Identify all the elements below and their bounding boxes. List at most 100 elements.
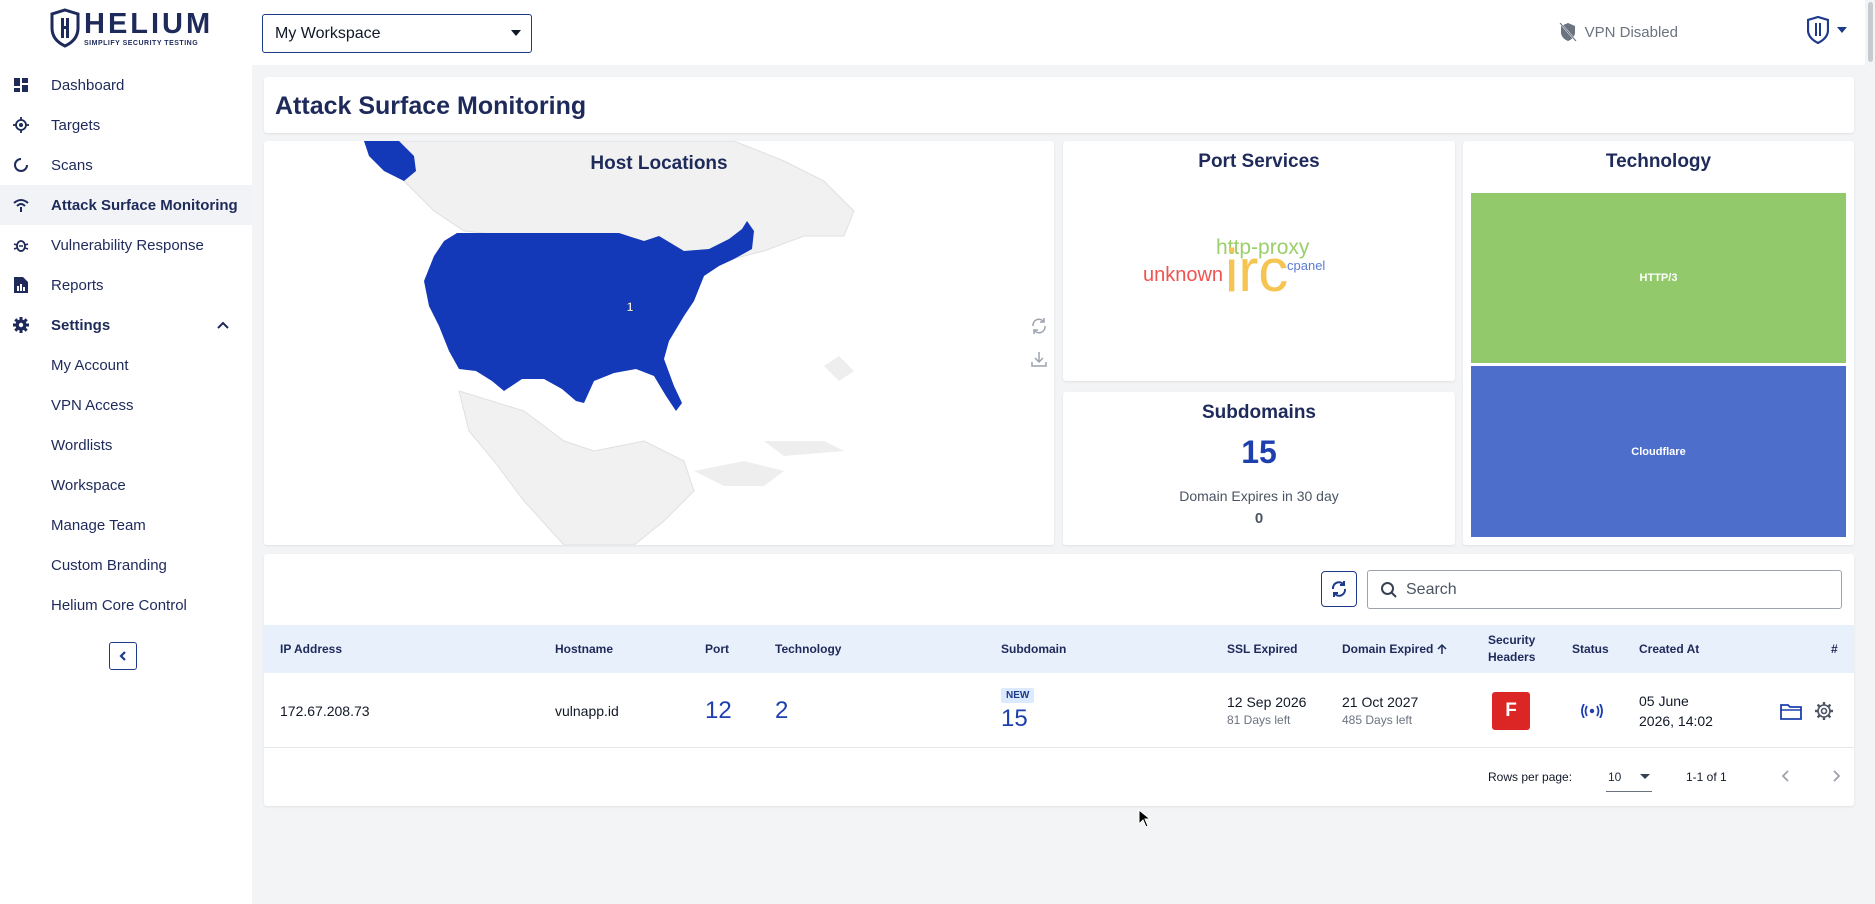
row-actions	[1780, 673, 1834, 748]
dashboard-icon	[12, 76, 30, 94]
table-row[interactable]: 172.67.208.73 vulnapp.id 12 2 NEW 15 12 …	[264, 673, 1854, 748]
scan-icon	[12, 156, 30, 174]
workspace-select[interactable]: My Workspace	[262, 14, 532, 53]
column-technology[interactable]: Technology	[775, 642, 842, 656]
sidebar-item-scans[interactable]: Scans	[0, 145, 252, 185]
caret-down-icon	[1837, 27, 1847, 33]
sidebar-item-attack-surface-monitoring[interactable]: Attack Surface Monitoring	[0, 185, 252, 225]
column-created-at[interactable]: Created At	[1639, 642, 1700, 656]
workspace-select-value: My Workspace	[275, 24, 381, 42]
column-domain-expired[interactable]: Domain Expired	[1342, 625, 1448, 673]
sidebar-item-reports[interactable]: Reports	[0, 265, 252, 305]
cell-domain-days-left: 485 Days left	[1342, 713, 1413, 727]
column-hostname[interactable]: Hostname	[555, 642, 614, 656]
sort-ascending-icon[interactable]	[1436, 643, 1448, 655]
column-headers-label: Headers	[1488, 650, 1536, 664]
table-header: IP Address Hostname Port Technology Subd…	[264, 625, 1854, 673]
treemap-cell-http3[interactable]: HTTP/3	[1471, 193, 1846, 363]
settings-gear-icon[interactable]	[1814, 701, 1834, 721]
column-ip-address[interactable]: IP Address	[280, 642, 343, 656]
broadcast-status-icon[interactable]	[1581, 703, 1603, 718]
page-scrollbar[interactable]	[1865, 0, 1875, 904]
word-irc[interactable]: irc	[1225, 237, 1289, 304]
sidebar-subitem-wordlists[interactable]: Wordlists	[51, 436, 113, 454]
sidebar-item-vulnerability-response[interactable]: Vulnerability Response	[0, 225, 252, 265]
rows-per-page-value: 10	[1608, 769, 1622, 784]
column-actions: #	[1831, 642, 1838, 656]
technology-title: Technology	[1605, 151, 1712, 172]
sidebar-subitem-my-account[interactable]: My Account	[51, 356, 129, 374]
brand-logo[interactable]: HELIUM SIMPLIFY SECURITY TESTING	[50, 8, 213, 48]
sidebar-subitem-workspace[interactable]: Workspace	[51, 476, 126, 494]
cell-port-link[interactable]: 12	[705, 696, 732, 724]
word-http-proxy[interactable]: http-proxy	[1216, 236, 1310, 259]
host-locations-map[interactable]: 1	[264, 141, 1054, 545]
gear-icon	[12, 316, 30, 334]
refresh-map-icon[interactable]	[1030, 317, 1048, 340]
assets-table-card: IP Address Hostname Port Technology Subd…	[264, 554, 1854, 806]
subdomains-count[interactable]: 15	[1241, 434, 1277, 470]
sidebar-item-label: Vulnerability Response	[51, 236, 204, 254]
sidebar-item-settings[interactable]: Settings	[0, 305, 252, 345]
sidebar-item-label: Reports	[51, 276, 104, 294]
domain-expires-value: 0	[1254, 510, 1264, 527]
column-security-headers[interactable]: Security Headers	[1488, 625, 1535, 673]
cell-ssl-date: 12 Sep 2026	[1227, 694, 1307, 710]
bug-icon	[12, 236, 30, 254]
column-subdomain[interactable]: Subdomain	[1001, 642, 1067, 656]
cell-created-time: 2026, 14:02	[1639, 712, 1713, 729]
download-map-icon[interactable]	[1030, 350, 1048, 373]
next-page-button[interactable]	[1824, 764, 1848, 788]
vpn-status-label: VPN Disabled	[1584, 23, 1678, 41]
new-badge: NEW	[1001, 688, 1035, 703]
column-security-label: Security	[1488, 633, 1536, 647]
search-field[interactable]	[1367, 570, 1842, 609]
cell-hostname: vulnapp.id	[555, 702, 619, 719]
column-domain-expired-label: Domain Expired	[1342, 642, 1434, 656]
sidebar-item-targets[interactable]: Targets	[0, 105, 252, 145]
caret-down-icon	[1640, 774, 1650, 779]
collapse-sidebar-button[interactable]	[109, 642, 137, 670]
sidebar-item-label: Scans	[51, 156, 93, 174]
folder-icon[interactable]	[1780, 702, 1802, 720]
search-input[interactable]	[1406, 580, 1826, 599]
port-services-title: Port Services	[1198, 151, 1320, 172]
column-port[interactable]: Port	[705, 642, 729, 656]
cell-ssl-days-left: 81 Days left	[1227, 713, 1291, 727]
shield-logo-icon	[50, 8, 80, 48]
column-ssl-expired[interactable]: SSL Expired	[1227, 642, 1298, 656]
treemap-cell-cloudflare[interactable]: Cloudflare	[1471, 366, 1846, 537]
word-unknown[interactable]: unknown	[1143, 264, 1224, 286]
user-menu[interactable]	[1807, 16, 1847, 44]
map-marker-label: 1	[627, 300, 634, 314]
sidebar-item-label: Settings	[51, 316, 111, 334]
cell-subdomain-link[interactable]: 15	[1001, 705, 1028, 732]
treemap-cell-label: HTTP/3	[1639, 272, 1678, 284]
caret-down-icon	[511, 30, 521, 36]
column-status[interactable]: Status	[1572, 642, 1609, 656]
cell-technology-link[interactable]: 2	[775, 696, 789, 724]
sidebar: HELIUM SIMPLIFY SECURITY TESTING Dashboa…	[0, 0, 252, 904]
sidebar-item-dashboard[interactable]: Dashboard	[0, 65, 252, 105]
rows-per-page-label: Rows per page:	[1488, 770, 1573, 784]
sidebar-subitem-helium-core-control[interactable]: Helium Core Control	[51, 596, 187, 614]
scrollbar-thumb[interactable]	[1868, 2, 1873, 62]
port-services-card: Port Services http-proxy unknown irc cpa…	[1063, 141, 1455, 381]
status-cell	[1581, 673, 1603, 748]
sidebar-subitem-custom-branding[interactable]: Custom Branding	[51, 556, 167, 574]
treemap-cell-label: Cloudflare	[1631, 445, 1686, 458]
vpn-status: VPN Disabled	[1558, 22, 1678, 42]
mouse-cursor-icon	[1138, 809, 1152, 828]
sidebar-subitem-vpn-access[interactable]: VPN Access	[51, 396, 134, 414]
chevron-up-icon[interactable]	[216, 317, 230, 334]
sidebar-subitem-manage-team[interactable]: Manage Team	[51, 516, 146, 534]
pagination-range: 1-1 of 1	[1686, 770, 1727, 784]
refresh-button[interactable]	[1321, 571, 1357, 607]
word-cpanel[interactable]: cpanel	[1287, 258, 1326, 273]
cell-created-date: 05 June	[1639, 692, 1689, 709]
previous-page-button[interactable]	[1774, 764, 1798, 788]
subdomains-title: Subdomains	[1201, 402, 1316, 423]
security-grade-badge[interactable]: F	[1492, 691, 1530, 730]
rows-per-page-select[interactable]: 10	[1606, 762, 1652, 792]
page-title: Attack Surface Monitoring	[275, 92, 587, 120]
